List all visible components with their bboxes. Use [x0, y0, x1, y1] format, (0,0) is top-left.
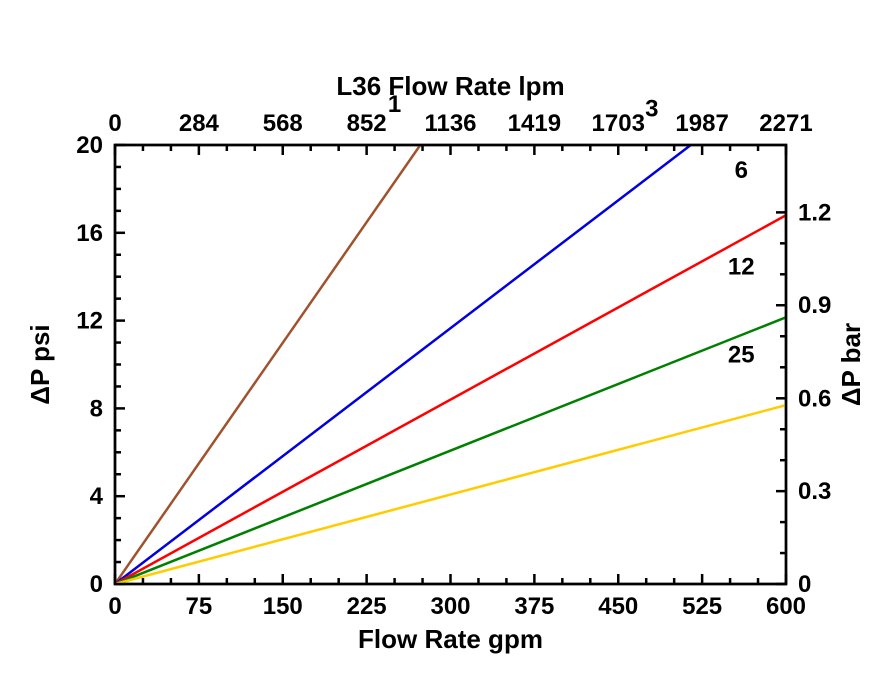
y-right-axis-label: ΔP bar — [836, 323, 866, 406]
x-top-tick-label: 1703 — [592, 110, 645, 137]
chart-container: 075150225300375450525600Flow Rate gpm028… — [0, 0, 884, 684]
x-bottom-tick-label: 0 — [108, 593, 121, 620]
y-right-tick-label: 0 — [798, 571, 811, 598]
series-label-25: 25 — [728, 341, 755, 368]
x-top-tick-label: 2271 — [759, 110, 812, 137]
x-top-tick-label: 568 — [263, 110, 303, 137]
x-bottom-tick-label: 300 — [430, 593, 470, 620]
y-left-tick-label: 16 — [76, 220, 103, 247]
y-left-tick-label: 0 — [90, 571, 103, 598]
x-top-tick-label: 1419 — [508, 110, 561, 137]
chart-title: L36 Flow Rate lpm — [336, 71, 564, 101]
y-right-tick-label: 1.2 — [798, 199, 831, 226]
x-top-tick-label: 1136 — [424, 110, 476, 137]
x-bottom-tick-label: 375 — [514, 593, 554, 620]
x-bottom-tick-label: 525 — [682, 593, 722, 620]
x-top-tick-label: 0 — [108, 110, 121, 137]
x-bottom-tick-label: 450 — [598, 593, 638, 620]
x-top-tick-label: 1987 — [675, 110, 728, 137]
x-bottom-tick-label: 75 — [186, 593, 213, 620]
y-right-tick-label: 0.3 — [798, 478, 831, 505]
y-right-tick-label: 0.9 — [798, 292, 831, 319]
pressure-drop-chart: 075150225300375450525600Flow Rate gpm028… — [0, 0, 884, 684]
series-label-6: 6 — [735, 157, 748, 184]
series-label-12: 12 — [728, 254, 755, 281]
series-label-3: 3 — [645, 95, 658, 122]
x-bottom-tick-label: 225 — [347, 593, 387, 620]
y-right-tick-label: 0.6 — [798, 385, 831, 412]
x-top-tick-label: 284 — [179, 110, 220, 137]
x-bottom-tick-label: 150 — [263, 593, 303, 620]
x-bottom-axis-label: Flow Rate gpm — [358, 624, 543, 654]
y-left-tick-label: 4 — [90, 483, 104, 510]
y-left-tick-label: 20 — [76, 132, 103, 159]
y-left-axis-label: ΔP psi — [25, 324, 55, 404]
y-left-tick-label: 8 — [90, 395, 103, 422]
series-label-1: 1 — [388, 91, 401, 118]
y-left-tick-label: 12 — [76, 308, 103, 335]
x-top-tick-label: 852 — [347, 110, 387, 137]
